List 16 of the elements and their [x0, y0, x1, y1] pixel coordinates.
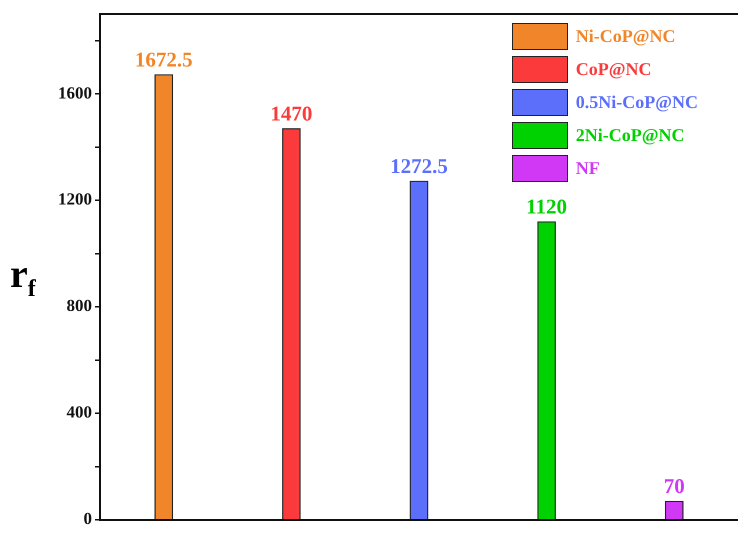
y-tick-label: 800 [66, 296, 92, 316]
legend-label: 2Ni-CoP@NC [576, 125, 684, 146]
legend-label: Ni-CoP@NC [576, 26, 676, 47]
data-label: 1272.5 [390, 154, 448, 178]
y-axis-title: r$_{f}$ [10, 250, 36, 303]
data-label: 1120 [526, 194, 568, 219]
y-tick-label: 400 [66, 402, 92, 422]
legend-label: NF [576, 158, 600, 179]
legend-label: CoP@NC [576, 59, 652, 80]
legend-label: 0.5Ni-CoP@NC [576, 92, 698, 113]
y-tick-label: 1600 [58, 83, 92, 102]
y-tick-label: 0 [84, 509, 92, 528]
data-label: 1470 [270, 101, 312, 126]
data-label: 1672.5 [134, 47, 193, 72]
data-label: 70 [664, 474, 685, 498]
y-tick-label: 1200 [58, 190, 92, 209]
